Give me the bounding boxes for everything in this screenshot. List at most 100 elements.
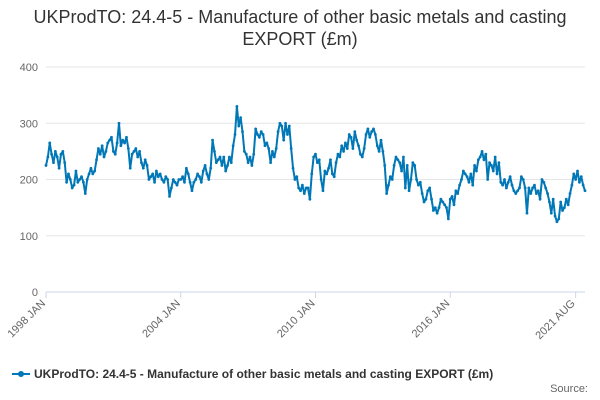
- data-point[interactable]: [482, 158, 486, 162]
- data-point[interactable]: [542, 180, 546, 184]
- data-point[interactable]: [252, 152, 256, 156]
- data-point[interactable]: [446, 217, 450, 221]
- data-point[interactable]: [194, 178, 198, 181]
- data-point[interactable]: [134, 147, 138, 150]
- data-point[interactable]: [72, 183, 76, 187]
- data-point[interactable]: [357, 144, 360, 148]
- data-point[interactable]: [280, 124, 284, 128]
- data-point[interactable]: [282, 138, 286, 142]
- data-point[interactable]: [581, 183, 585, 187]
- data-point[interactable]: [132, 149, 136, 153]
- data-point[interactable]: [44, 164, 48, 167]
- data-point[interactable]: [471, 183, 475, 187]
- data-point[interactable]: [379, 138, 383, 142]
- data-point[interactable]: [321, 189, 325, 193]
- data-point[interactable]: [250, 164, 254, 167]
- data-point[interactable]: [123, 141, 126, 145]
- data-point[interactable]: [256, 133, 259, 136]
- data-point[interactable]: [257, 135, 261, 139]
- data-point[interactable]: [336, 152, 340, 156]
- data-point[interactable]: [93, 169, 97, 173]
- data-point[interactable]: [437, 206, 441, 210]
- data-point[interactable]: [409, 178, 413, 181]
- data-point[interactable]: [381, 149, 385, 153]
- data-point[interactable]: [531, 186, 534, 190]
- data-point[interactable]: [355, 138, 359, 142]
- data-point[interactable]: [501, 183, 505, 187]
- data-point[interactable]: [518, 186, 521, 190]
- data-point[interactable]: [327, 166, 330, 170]
- data-point[interactable]: [465, 175, 469, 179]
- data-point[interactable]: [48, 141, 52, 145]
- data-point[interactable]: [493, 155, 497, 159]
- data-point[interactable]: [53, 149, 57, 153]
- data-point[interactable]: [383, 164, 387, 167]
- data-point[interactable]: [407, 189, 411, 193]
- data-point[interactable]: [549, 211, 553, 215]
- data-point[interactable]: [400, 169, 403, 173]
- data-point[interactable]: [233, 133, 237, 136]
- data-point[interactable]: [308, 197, 312, 201]
- data-point[interactable]: [373, 133, 377, 136]
- data-point[interactable]: [521, 178, 525, 181]
- data-point[interactable]: [175, 183, 179, 187]
- data-point[interactable]: [497, 161, 501, 165]
- data-point[interactable]: [540, 178, 544, 181]
- data-point[interactable]: [271, 149, 274, 153]
- data-point[interactable]: [548, 200, 551, 204]
- data-point[interactable]: [332, 175, 336, 179]
- data-point[interactable]: [544, 186, 548, 190]
- data-point[interactable]: [577, 180, 581, 184]
- data-point[interactable]: [574, 178, 578, 181]
- data-point[interactable]: [284, 121, 287, 125]
- data-point[interactable]: [413, 164, 417, 167]
- data-point[interactable]: [231, 144, 235, 148]
- data-point[interactable]: [184, 166, 188, 170]
- data-point[interactable]: [265, 141, 269, 145]
- data-point[interactable]: [239, 116, 243, 120]
- data-point[interactable]: [286, 133, 289, 136]
- data-point[interactable]: [242, 149, 246, 153]
- data-point[interactable]: [441, 200, 445, 204]
- data-point[interactable]: [272, 155, 276, 159]
- data-point[interactable]: [345, 147, 349, 150]
- data-point[interactable]: [61, 149, 65, 153]
- data-point[interactable]: [338, 155, 342, 159]
- data-point[interactable]: [80, 175, 83, 179]
- data-point[interactable]: [199, 180, 203, 184]
- data-point[interactable]: [553, 214, 557, 218]
- data-point[interactable]: [508, 175, 512, 179]
- data-point[interactable]: [261, 133, 265, 136]
- data-point[interactable]: [224, 169, 228, 173]
- data-point[interactable]: [151, 172, 155, 176]
- data-point[interactable]: [319, 178, 323, 181]
- data-point[interactable]: [368, 135, 372, 139]
- data-point[interactable]: [67, 172, 70, 176]
- data-point[interactable]: [495, 172, 499, 176]
- data-point[interactable]: [110, 135, 113, 139]
- data-point[interactable]: [216, 158, 220, 162]
- data-point[interactable]: [87, 172, 91, 176]
- data-point[interactable]: [190, 189, 194, 193]
- data-point[interactable]: [254, 127, 258, 131]
- data-point[interactable]: [153, 180, 156, 184]
- data-point[interactable]: [98, 152, 102, 156]
- data-point[interactable]: [512, 189, 516, 193]
- data-point[interactable]: [375, 144, 379, 148]
- data-point[interactable]: [551, 197, 555, 201]
- data-point[interactable]: [490, 164, 493, 167]
- data-point[interactable]: [147, 178, 151, 181]
- data-point[interactable]: [460, 178, 463, 181]
- data-point[interactable]: [461, 169, 465, 173]
- data-point[interactable]: [209, 166, 213, 170]
- data-point[interactable]: [186, 172, 190, 176]
- data-point[interactable]: [291, 166, 295, 170]
- data-point[interactable]: [486, 178, 490, 181]
- data-point[interactable]: [579, 175, 583, 179]
- data-point[interactable]: [359, 152, 362, 156]
- data-point[interactable]: [143, 158, 147, 162]
- data-point[interactable]: [218, 155, 222, 159]
- data-point[interactable]: [351, 147, 355, 150]
- data-point[interactable]: [162, 180, 166, 184]
- data-point[interactable]: [364, 133, 368, 136]
